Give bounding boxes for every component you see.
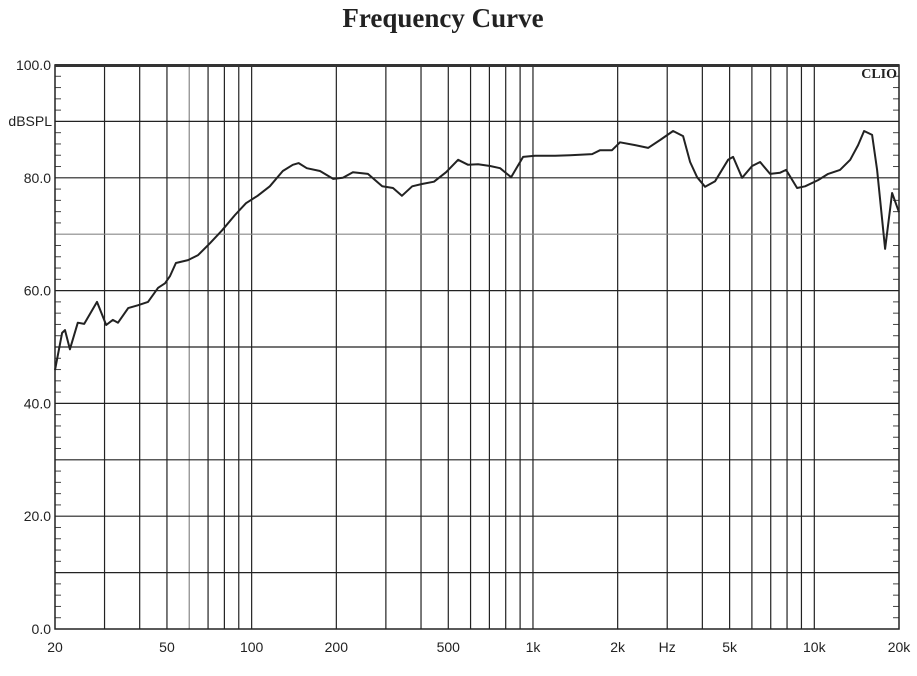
grid [55, 65, 899, 629]
x-tick-label: 2k [610, 639, 626, 655]
x-tick-label: Hz [659, 639, 676, 655]
y-tick-label: 0.0 [32, 621, 52, 637]
y-tick-label: 80.0 [24, 170, 51, 186]
y-axis-label: dBSPL [8, 113, 52, 129]
x-tick-label: 5k [722, 639, 738, 655]
x-tick-labels: 20 50 100 200 500 1k 2k Hz 5k 10k 20k [47, 639, 911, 655]
x-tick-label: 500 [437, 639, 461, 655]
x-tick-label: 50 [159, 639, 175, 655]
x-tick-label: 100 [240, 639, 264, 655]
clio-watermark: CLIO [861, 67, 897, 82]
x-tick-label: 20 [47, 639, 63, 655]
x-tick-label: 200 [325, 639, 349, 655]
y-tick-label: 40.0 [24, 395, 51, 411]
x-tick-label: 10k [803, 639, 827, 655]
y-tick-label: 60.0 [24, 283, 51, 299]
plot-top-border [55, 64, 899, 67]
x-tick-label: 1k [526, 639, 542, 655]
chart-title: Frequency Curve [342, 3, 543, 33]
spl-curve [54, 130, 900, 371]
y-tick-label: 20.0 [24, 508, 51, 524]
y-tick-labels: 0.0 20.0 40.0 60.0 80.0 100.0 [16, 57, 51, 637]
x-tick-label: 20k [888, 639, 912, 655]
y-tick-label: 100.0 [16, 57, 51, 73]
